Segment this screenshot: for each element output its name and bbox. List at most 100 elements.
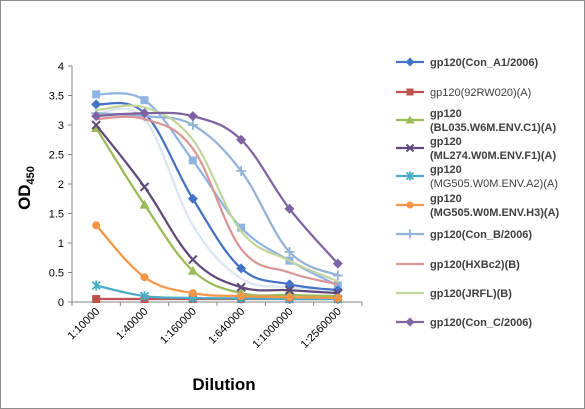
legend-swatch-marker [405,229,415,239]
legend-swatch-marker [405,57,415,67]
y-tick-label: 4 [58,61,64,73]
data-point [236,282,246,292]
y-tick-labels: 0 0.5 1 1.5 2 2.5 3 3.5 4 [49,61,72,309]
legend: gp120(Con_A1/2006) gp120(92RW020)(A) gp120… [396,57,560,329]
legend-swatch-marker [405,115,415,124]
legend-entry: gp120(Con_A1/2006) [396,57,539,69]
y-tick-label: 0 [58,297,64,309]
legend-label: (MG505.W0M.ENV.A2)(A) [430,178,558,190]
data-point [188,254,198,265]
legend-entry: gp120 (MG505.W0M.ENV.H3)(A) [396,193,560,219]
legend-swatch-marker [406,88,414,96]
data-point [139,108,150,119]
data-point [332,258,343,269]
series-line [96,115,339,286]
x-tick-label: 1:40000 [114,306,151,343]
data-point [284,203,295,214]
legend-swatch-marker [405,317,415,327]
series [91,122,343,301]
y-axis-title: OD450 [15,166,37,210]
series-line [95,127,338,298]
legend-label: (MG505.W0M.ENV.H3)(A) [430,207,560,219]
data-point [92,295,101,304]
data-point [333,293,342,302]
legend-label: gp120 [430,108,462,120]
y-tick-label: 2 [58,179,64,191]
data-point [140,273,149,282]
data-point [92,90,101,99]
data-point [91,99,102,110]
data-point [284,246,295,257]
data-point [188,289,197,298]
series-line [95,284,338,301]
data-point [92,221,101,230]
plot-area: 0 0.5 1 1.5 2 2.5 3 3.5 4 1:10000 1:40000 1:160000… [49,61,363,351]
data-point [187,120,198,130]
data-point [187,111,198,122]
legend-label: gp120 [430,193,462,205]
legend-label: (BL035.W6M.ENV.C1)(A) [430,122,556,134]
x-tick-label: 1:10000 [66,306,103,343]
data-point [236,134,247,145]
series [96,104,339,283]
series-layer [91,90,343,305]
x-tick-labels: 1:10000 1:40000 1:160000 1:640000 1:1000000 1… [66,302,363,351]
data-point [284,285,295,295]
data-point [139,199,150,209]
legend-label: gp120(JRFL)(B) [430,288,512,300]
legend-label: gp120(Con_C/2006) [430,317,532,329]
legend-entry: gp120 (BL035.W6M.ENV.C1)(A) [396,108,556,134]
data-point [91,120,101,130]
legend-label: (ML274.W0M.ENV.F1)(A) [430,150,556,162]
y-tick-label: 1 [58,238,64,250]
x-tick-label: 1:2560000 [299,306,344,351]
legend-entry: gp120(92RW020)(A) [396,87,531,99]
data-point [91,280,101,291]
series [91,108,343,269]
legend-swatch-marker [405,171,415,181]
data-point [236,263,247,274]
data-point [91,111,102,122]
data-point [237,292,246,301]
y-axis-title-subscript: 450 [25,166,37,184]
data-point [236,166,247,177]
data-point [140,96,149,105]
legend-label: gp120(Con_B/2006) [430,229,532,241]
legend-entry: gp120 (ML274.W0M.ENV.F1)(A) [396,136,556,162]
x-tick-label: 1:640000 [206,306,247,347]
legend-swatch-marker [406,201,414,209]
y-tick-label: 3 [58,120,64,132]
legend-label: gp120 [430,164,462,176]
data-point [285,293,294,302]
data-point [139,182,150,192]
data-point [332,270,343,281]
legend-entry: gp120(HXBc2)(B) [396,259,520,271]
series-line [96,92,339,287]
series [96,115,339,286]
y-tick-label: 1.5 [49,209,64,221]
legend-label: gp120(HXBc2)(B) [430,259,520,271]
legend-entry: gp120(Con_B/2006) [396,229,532,241]
y-tick-label: 3.5 [49,91,64,103]
series [91,280,343,305]
data-point [187,193,198,204]
series-line [96,104,339,283]
series [92,221,342,302]
data-point [237,223,246,232]
series [91,120,343,298]
y-tick-label: 2.5 [49,150,64,162]
y-tick-label: 0.5 [49,268,64,280]
x-tick-label: 1:160000 [158,306,199,347]
data-point [187,265,198,275]
legend-entry: gp120(Con_C/2006) [396,317,532,329]
x-axis-title: Dilution [192,375,255,394]
legend-entry: gp120 (MG505.W0M.ENV.A2)(A) [396,164,558,190]
x-tick-label: 1:1000000 [250,306,295,351]
legend-label: gp120 [430,136,462,148]
legend-swatch-marker [405,143,415,153]
legend-label: gp120(Con_A1/2006) [430,57,539,69]
legend-label: gp120(92RW020)(A) [430,87,531,99]
data-point [139,291,150,302]
